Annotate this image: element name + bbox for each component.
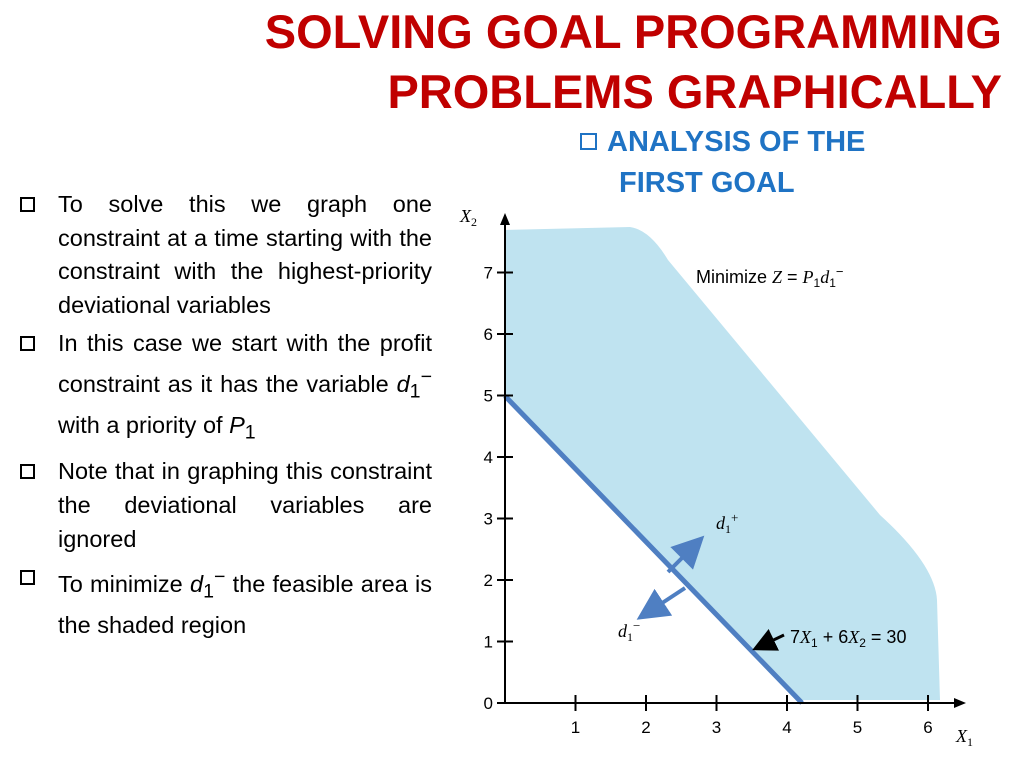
y-axis-label: X2 bbox=[459, 206, 477, 229]
constraint-line bbox=[503, 394, 804, 705]
y-ticks: 0 1 2 3 4 5 6 7 bbox=[484, 264, 513, 713]
bullet-item: In this case we start with the profit co… bbox=[20, 327, 432, 450]
y-axis-arrow-icon bbox=[500, 213, 510, 225]
section-line-1: ANALYSIS OF THE bbox=[607, 126, 866, 158]
bullet-text: with a priority of bbox=[58, 412, 230, 439]
variable-sup: − bbox=[213, 566, 226, 589]
y-tick-label: 5 bbox=[484, 387, 493, 406]
page-title: SOLVING GOAL PROGRAMMING PROBLEMS GRAPHI… bbox=[265, 2, 1002, 122]
d-plus-label: d1+ bbox=[716, 510, 738, 536]
section-heading: ANALYSIS OF THE FIRST GOAL bbox=[580, 122, 865, 204]
x-axis-arrow-icon bbox=[954, 698, 966, 708]
bullet-text: Note that in graphing this constraint th… bbox=[58, 458, 432, 552]
objective-label: Minimize Z = P1d1− bbox=[696, 264, 844, 290]
feasible-region bbox=[505, 227, 940, 700]
d-minus-arrow bbox=[636, 586, 687, 620]
variable-p: P bbox=[229, 412, 245, 439]
variable-d: d bbox=[396, 370, 410, 397]
bullet-list: To solve this we graph one constraint at… bbox=[20, 188, 432, 648]
x-axis-label: X1 bbox=[955, 726, 973, 749]
y-tick-label: 6 bbox=[484, 325, 493, 344]
constraint-label: 7X1 + 6X2 = 30 bbox=[790, 627, 906, 650]
y-tick-label: 0 bbox=[484, 694, 493, 713]
bullet-text: In this case we start with the profit co… bbox=[58, 330, 432, 397]
checkbox-bullet-icon bbox=[580, 133, 597, 150]
y-tick-label: 7 bbox=[484, 264, 493, 283]
bullet-text: To minimize bbox=[58, 570, 190, 597]
y-tick-label: 2 bbox=[484, 571, 493, 590]
bullet-item: Note that in graphing this constraint th… bbox=[20, 455, 432, 556]
checkbox-bullet-icon bbox=[20, 464, 35, 480]
variable-sub: 1 bbox=[409, 380, 421, 403]
section-line-2: FIRST GOAL bbox=[619, 167, 795, 199]
d-minus-label: d1− bbox=[618, 618, 640, 644]
d-plus-arrow bbox=[666, 535, 705, 574]
bullet-item: To minimize d1− the feasible area is the… bbox=[20, 561, 432, 643]
title-line-2: PROBLEMS GRAPHICALLY bbox=[387, 65, 1002, 118]
x-tick-label: 1 bbox=[571, 718, 580, 737]
checkbox-bullet-icon bbox=[20, 336, 35, 352]
constraint-pointer-arrow bbox=[752, 629, 785, 651]
x-tick-label: 3 bbox=[712, 718, 721, 737]
variable-sub: 1 bbox=[203, 580, 214, 603]
checkbox-bullet-icon bbox=[20, 570, 35, 586]
bullet-item: To solve this we graph one constraint at… bbox=[20, 188, 432, 322]
y-tick-label: 1 bbox=[484, 633, 493, 652]
x-tick-label: 4 bbox=[782, 718, 791, 737]
variable-sub: 1 bbox=[244, 421, 256, 444]
x-ticks: 1 2 3 4 5 6 bbox=[571, 695, 933, 737]
y-tick-label: 3 bbox=[484, 510, 493, 529]
x-tick-label: 2 bbox=[641, 718, 650, 737]
title-line-1: SOLVING GOAL PROGRAMMING bbox=[264, 5, 1002, 58]
bullet-text: the feasible area is the shaded region bbox=[58, 570, 432, 639]
x-tick-label: 5 bbox=[853, 718, 862, 737]
variable-d: d bbox=[189, 570, 204, 597]
variable-sup: − bbox=[420, 365, 432, 388]
bullet-text: To solve this we graph one constraint at… bbox=[58, 191, 432, 318]
checkbox-bullet-icon bbox=[20, 197, 35, 212]
y-tick-label: 4 bbox=[484, 448, 493, 467]
x-tick-label: 6 bbox=[923, 718, 932, 737]
